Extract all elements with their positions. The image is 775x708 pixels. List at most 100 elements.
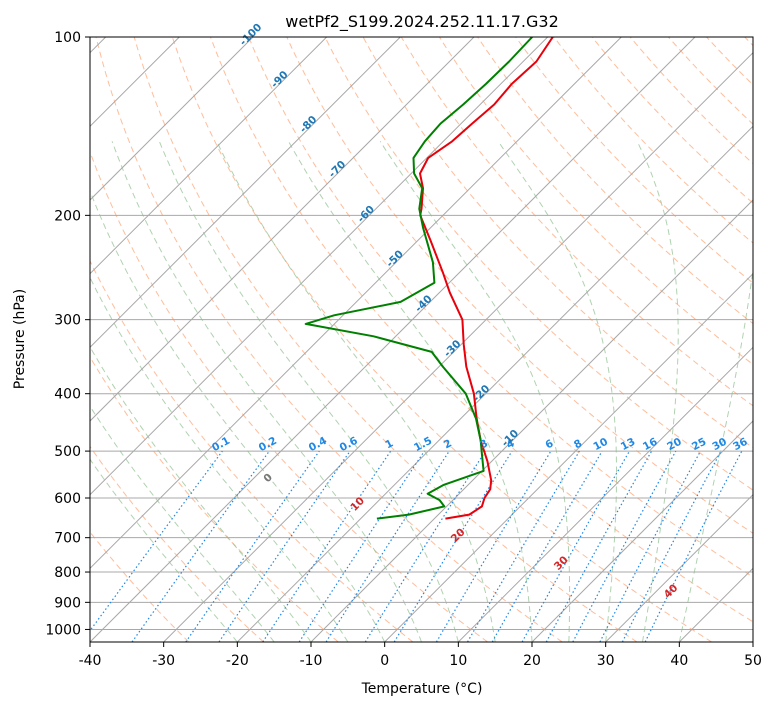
mixing-ratio-line <box>185 450 320 642</box>
mixing-ratio-line <box>131 450 270 642</box>
dry-adiabat-line <box>770 24 775 642</box>
x-tick-label: -40 <box>79 653 102 669</box>
isotherm-line <box>457 346 753 642</box>
isotherm-label: -60 <box>355 203 377 225</box>
dry-adiabat-line <box>133 37 638 642</box>
dry-adiabat-line <box>286 37 753 534</box>
mixing-ratio-line <box>545 450 653 642</box>
y-tick-label: 200 <box>54 208 81 224</box>
y-tick-label: 700 <box>54 531 81 547</box>
y-tick-label: 500 <box>54 444 81 460</box>
x-axis-label: Temperature (°C) <box>361 681 483 697</box>
mixing-ratio-line <box>393 450 513 642</box>
x-tick-label: 40 <box>670 653 688 669</box>
isotherm-line <box>90 37 475 422</box>
mixing-ratio-line <box>435 450 552 642</box>
isotherm-line <box>605 493 753 642</box>
mixing-ratio-label: 36 <box>731 436 750 453</box>
mixing-ratio-line <box>262 450 392 642</box>
chart-title: wetPf2_S199.2024.252.11.17.G32 <box>285 12 559 32</box>
mixing-ratio-line <box>298 450 425 642</box>
dry-adiabat-line <box>400 37 753 407</box>
dry-adiabat-line <box>553 37 753 244</box>
isotherm-line <box>90 37 622 570</box>
isotherm-line <box>678 567 753 642</box>
isotherm-line <box>384 272 753 642</box>
moist-adiabat-line <box>90 345 312 642</box>
reference-labels: 0.1 0.2 0.4 0.6 1 1.5 2 3 4 6 8 10 13 16 20 25 30 36-100-… <box>210 21 750 601</box>
isotherm-label: -90 <box>269 69 291 91</box>
x-tick-label: 50 <box>744 653 762 669</box>
mixing-ratio-label: 20 <box>665 436 684 453</box>
dry-adiabat-line <box>667 37 753 125</box>
moist-adiabat-line <box>678 265 753 642</box>
isotherm-line <box>310 199 753 642</box>
x-tick-label: 0 <box>380 653 389 669</box>
mixing-ratio-label: 25 <box>690 436 709 453</box>
dry-adiabat-line <box>744 37 753 47</box>
mixing-ratio-label: 30 <box>710 436 729 453</box>
mixing-ratio-line <box>599 450 702 642</box>
isotherm-line <box>90 37 696 642</box>
isotherm-label: -80 <box>298 114 320 136</box>
x-tick-label: -30 <box>152 653 175 669</box>
y-tick-label: 600 <box>54 491 81 507</box>
dry-adiabat-line <box>90 445 264 642</box>
dry-adiabat-line <box>324 37 753 491</box>
dry-adiabat-line <box>705 37 753 86</box>
isotherm-label: -40 <box>413 293 435 315</box>
mixing-ratio-label: 2 <box>442 437 454 451</box>
isotherm-line <box>163 51 753 642</box>
y-tick-label: 900 <box>54 595 81 611</box>
temperature-profile-line <box>419 37 554 520</box>
reference-lines <box>90 24 775 642</box>
mixing-ratio-line <box>466 450 580 642</box>
isotherm-label: -70 <box>326 158 348 180</box>
dry-adiabat-line <box>90 356 339 642</box>
mixing-ratio-label: 13 <box>619 436 638 453</box>
dry-adiabat-line <box>171 37 712 642</box>
mixing-ratio-line <box>644 450 743 642</box>
isotherm-line <box>90 37 254 201</box>
dry-adiabat-label: 20 <box>449 526 468 545</box>
moist-adiabat-line <box>636 141 679 642</box>
dry-adiabat-line <box>362 37 753 449</box>
dewpoint-profile-line <box>304 37 533 520</box>
dry-adiabat-line <box>90 150 488 642</box>
isotherm-line <box>752 641 753 642</box>
mixing-ratio-line <box>364 450 486 642</box>
isotherm-label: -30 <box>442 338 464 360</box>
mixing-ratio-line <box>521 450 631 642</box>
y-tick-label: 1000 <box>45 622 81 638</box>
mixing-ratio-line <box>325 450 450 642</box>
isotherm-line <box>90 37 328 275</box>
isotherm-line <box>531 420 753 642</box>
x-tick-label: 10 <box>449 653 467 669</box>
mixing-ratio-label: 16 <box>641 436 660 453</box>
x-tick-label: 30 <box>597 653 615 669</box>
mixing-ratio-line <box>218 450 351 642</box>
plot-frame <box>89 36 754 643</box>
dry-adiabat-label: 30 <box>552 554 571 573</box>
profile-lines <box>304 37 554 520</box>
y-tick-label: 400 <box>54 387 81 403</box>
y-tick-label: 300 <box>54 313 81 329</box>
dry-adiabat-label: 40 <box>662 582 681 601</box>
x-tick-label: -20 <box>226 653 249 669</box>
isotherm-line <box>90 37 401 349</box>
y-axis-label: Pressure (hPa) <box>12 289 28 389</box>
dry-adiabat-line <box>438 37 753 366</box>
y-tick-label: 100 <box>54 30 81 46</box>
mixing-ratio-line <box>90 450 223 632</box>
isotherm-line <box>236 125 753 642</box>
mixing-ratio-label: 10 <box>591 436 610 453</box>
mixing-ratio-line <box>572 450 677 642</box>
dry-adiabat-line <box>95 37 563 642</box>
isotherm-label: -10 <box>499 428 521 450</box>
isotherm-label: -100 <box>237 21 264 48</box>
dry-adiabat-line <box>209 37 753 623</box>
isotherm-line <box>90 37 549 496</box>
isotherm-label: -50 <box>384 248 406 270</box>
dry-adiabat-line <box>90 531 190 642</box>
